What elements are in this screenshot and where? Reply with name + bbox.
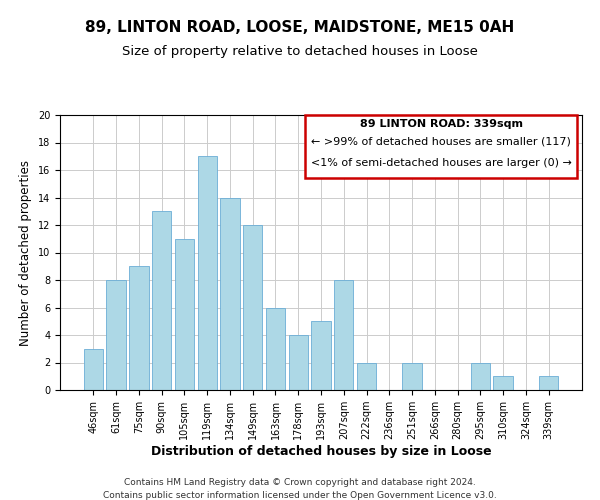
Bar [403,362,422,390]
Text: 89 LINTON ROAD: 339sqm: 89 LINTON ROAD: 339sqm [359,119,523,129]
Bar [220,198,239,390]
Bar [175,239,194,390]
Bar [493,376,513,390]
Bar [197,156,217,390]
Text: 89, LINTON ROAD, LOOSE, MAIDSTONE, ME15 0AH: 89, LINTON ROAD, LOOSE, MAIDSTONE, ME15 … [85,20,515,35]
Bar [311,322,331,390]
Text: ← >99% of detached houses are smaller (117): ← >99% of detached houses are smaller (1… [311,137,571,147]
Bar [357,362,376,390]
Bar [539,376,558,390]
Bar [129,266,149,390]
Bar [84,349,103,390]
Text: Contains HM Land Registry data © Crown copyright and database right 2024.: Contains HM Land Registry data © Crown c… [124,478,476,487]
Bar [289,335,308,390]
Bar [470,362,490,390]
X-axis label: Distribution of detached houses by size in Loose: Distribution of detached houses by size … [151,445,491,458]
Bar [106,280,126,390]
Text: Contains public sector information licensed under the Open Government Licence v3: Contains public sector information licen… [103,490,497,500]
Text: <1% of semi-detached houses are larger (0) →: <1% of semi-detached houses are larger (… [311,158,571,168]
Bar [266,308,285,390]
Bar [334,280,353,390]
FancyBboxPatch shape [305,115,577,178]
Bar [243,225,262,390]
Y-axis label: Number of detached properties: Number of detached properties [19,160,32,346]
Bar [152,211,172,390]
Text: Size of property relative to detached houses in Loose: Size of property relative to detached ho… [122,45,478,58]
